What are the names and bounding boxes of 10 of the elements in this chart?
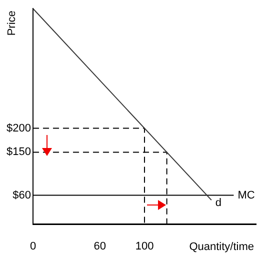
y-tick-label: $150 bbox=[6, 146, 31, 158]
y-axis-title: Price bbox=[6, 10, 18, 36]
x-axis-title: Quantity/time bbox=[189, 241, 254, 254]
x-tick-label: 0 bbox=[30, 240, 36, 253]
y-tick-label: $60 bbox=[12, 189, 31, 202]
x-tick-label: 60 bbox=[94, 240, 106, 253]
series-label: d bbox=[215, 197, 222, 210]
x-tick-label: 100 bbox=[135, 240, 154, 253]
y-tick-label: $200 bbox=[6, 122, 31, 134]
series-label: MC bbox=[238, 189, 255, 202]
